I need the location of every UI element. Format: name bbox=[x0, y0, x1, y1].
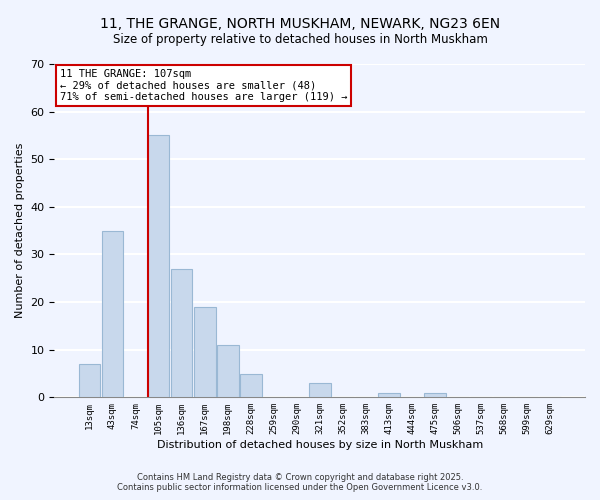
Bar bbox=[101, 230, 124, 398]
Text: Contains HM Land Registry data © Crown copyright and database right 2025.
Contai: Contains HM Land Registry data © Crown c… bbox=[118, 473, 482, 492]
Bar bbox=[378, 392, 400, 398]
Bar bbox=[217, 345, 239, 398]
Text: Size of property relative to detached houses in North Muskham: Size of property relative to detached ho… bbox=[113, 32, 487, 46]
Bar bbox=[194, 307, 215, 398]
Bar bbox=[424, 392, 446, 398]
Bar bbox=[239, 374, 262, 398]
X-axis label: Distribution of detached houses by size in North Muskham: Distribution of detached houses by size … bbox=[157, 440, 483, 450]
Text: 11 THE GRANGE: 107sqm
← 29% of detached houses are smaller (48)
71% of semi-deta: 11 THE GRANGE: 107sqm ← 29% of detached … bbox=[60, 69, 347, 102]
Bar bbox=[309, 383, 331, 398]
Bar bbox=[148, 136, 169, 398]
Text: 11, THE GRANGE, NORTH MUSKHAM, NEWARK, NG23 6EN: 11, THE GRANGE, NORTH MUSKHAM, NEWARK, N… bbox=[100, 18, 500, 32]
Bar bbox=[79, 364, 100, 398]
Bar bbox=[170, 269, 193, 398]
Y-axis label: Number of detached properties: Number of detached properties bbox=[15, 143, 25, 318]
